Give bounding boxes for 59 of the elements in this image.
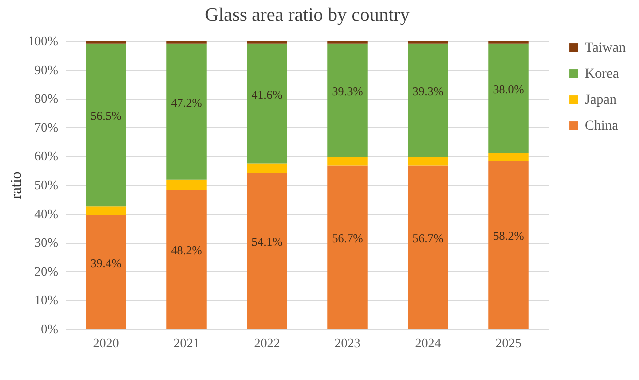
data-label: 39.3% xyxy=(412,84,444,98)
y-tick-label: 90% xyxy=(34,62,59,78)
bar xyxy=(86,44,126,207)
x-tick-label: 2025 xyxy=(496,336,522,350)
data-label: 38.0% xyxy=(493,82,524,97)
data-label: 41.6% xyxy=(252,88,283,102)
bar xyxy=(328,44,368,158)
x-tick-label: 2022 xyxy=(254,336,280,350)
bar xyxy=(166,44,207,180)
bar xyxy=(166,180,207,190)
bar xyxy=(488,41,529,44)
bar xyxy=(408,166,448,329)
bar xyxy=(247,173,288,329)
y-tick-label: 100% xyxy=(28,34,59,48)
bar xyxy=(328,157,368,166)
bar xyxy=(488,153,529,162)
bar xyxy=(166,41,207,44)
x-tick-label: 2024 xyxy=(415,336,442,350)
y-tick-label: 30% xyxy=(34,235,59,250)
data-label: 56.7% xyxy=(412,231,444,246)
bar xyxy=(166,190,207,329)
x-tick-label: 2021 xyxy=(174,336,200,350)
data-label: 47.2% xyxy=(171,96,202,110)
legend-label: Korea xyxy=(585,67,620,82)
bar xyxy=(247,41,288,44)
data-label: 54.1% xyxy=(252,235,283,250)
y-tick-label: 80% xyxy=(34,91,59,106)
x-tick-label: 2023 xyxy=(334,336,361,350)
y-axis-title: ratio xyxy=(9,172,26,200)
bar xyxy=(408,41,448,44)
bar xyxy=(328,166,368,329)
bar xyxy=(408,157,448,166)
data-label: 39.3% xyxy=(332,84,364,98)
y-tick-label: 10% xyxy=(34,292,59,308)
legend-label: Japan xyxy=(585,93,617,108)
bar xyxy=(488,161,529,329)
legend-label: China xyxy=(585,119,620,134)
data-label: 58.2% xyxy=(493,229,524,244)
bar xyxy=(488,44,529,154)
data-label: 56.7% xyxy=(332,231,364,246)
y-tick-label: 50% xyxy=(34,178,59,192)
y-tick-label: 60% xyxy=(34,148,59,164)
bar xyxy=(328,41,368,44)
legend-label: Taiwan xyxy=(585,41,626,56)
bar xyxy=(86,41,126,44)
bar xyxy=(408,44,448,158)
y-tick-label: 20% xyxy=(34,264,59,279)
chart-title: Glass area ratio by country xyxy=(205,5,410,26)
data-label: 39.4% xyxy=(90,256,122,270)
bar xyxy=(86,216,126,329)
y-tick-label: 40% xyxy=(34,206,59,222)
y-tick-label: 70% xyxy=(34,120,59,135)
bar xyxy=(86,206,126,216)
x-tick-label: 2020 xyxy=(93,336,120,350)
data-label: 48.2% xyxy=(171,244,202,258)
bar xyxy=(247,44,288,164)
y-tick-label: 0% xyxy=(41,322,59,336)
data-label: 56.5% xyxy=(90,109,122,124)
bar xyxy=(247,164,288,174)
